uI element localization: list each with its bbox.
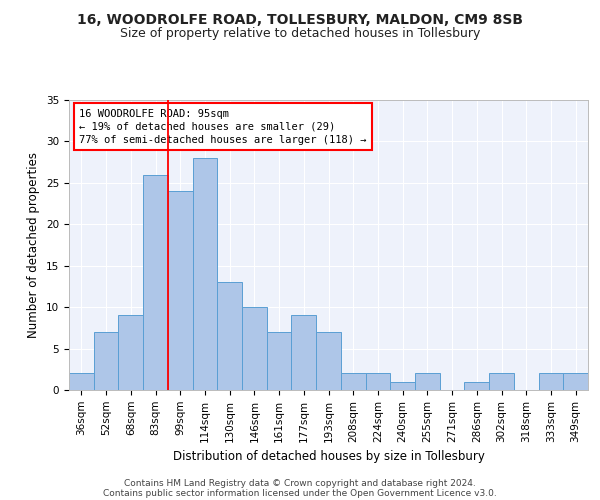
X-axis label: Distribution of detached houses by size in Tollesbury: Distribution of detached houses by size … (173, 450, 484, 463)
Bar (118, 316, 143, 390)
Bar (168, 191, 193, 390)
Bar (464, 382, 489, 390)
Bar (415, 374, 440, 390)
Text: Contains HM Land Registry data © Crown copyright and database right 2024.: Contains HM Land Registry data © Crown c… (124, 478, 476, 488)
Bar (94, 332, 118, 390)
Bar (390, 382, 415, 390)
Bar (193, 158, 217, 390)
Bar (341, 374, 365, 390)
Text: Contains public sector information licensed under the Open Government Licence v3: Contains public sector information licen… (103, 488, 497, 498)
Bar (365, 374, 390, 390)
Y-axis label: Number of detached properties: Number of detached properties (28, 152, 40, 338)
Text: 16 WOODROLFE ROAD: 95sqm
← 19% of detached houses are smaller (29)
77% of semi-d: 16 WOODROLFE ROAD: 95sqm ← 19% of detach… (79, 108, 367, 145)
Bar (69, 374, 94, 390)
Bar (539, 374, 563, 390)
Bar (489, 374, 514, 390)
Bar (217, 282, 242, 390)
Text: Size of property relative to detached houses in Tollesbury: Size of property relative to detached ho… (120, 28, 480, 40)
Bar (242, 307, 267, 390)
Bar (563, 374, 588, 390)
Bar (267, 332, 292, 390)
Bar (292, 316, 316, 390)
Text: 16, WOODROLFE ROAD, TOLLESBURY, MALDON, CM9 8SB: 16, WOODROLFE ROAD, TOLLESBURY, MALDON, … (77, 12, 523, 26)
Bar (143, 174, 168, 390)
Bar (316, 332, 341, 390)
